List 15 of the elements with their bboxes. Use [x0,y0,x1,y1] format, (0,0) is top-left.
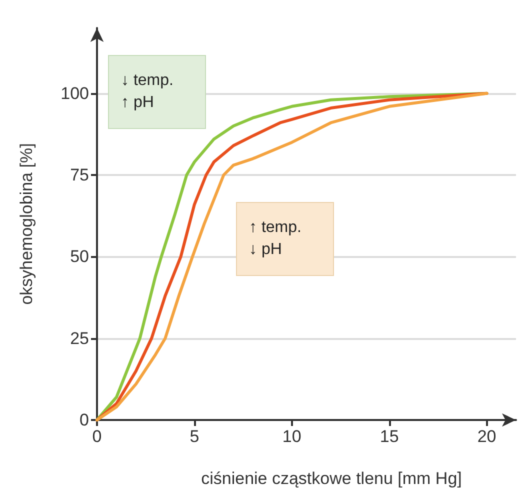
y-tick-label: 25 [70,328,89,348]
x-tick-label: 0 [92,427,102,446]
x-tick-label: 15 [380,427,399,446]
y-tick-label: 75 [70,166,89,184]
x-tick-label: 5 [190,427,200,446]
x-tick-label: 10 [282,427,302,446]
y-tick-label: 100 [60,84,89,103]
x-axis-title: ciśnienie cząstkowe tlenu [mm Hg] [201,469,462,488]
y-tick-label: 0 [80,410,89,430]
x-tick-label: 20 [477,427,496,446]
line-series [96,92,488,422]
y-axis-title: oksyhemoglobina [%] [17,143,36,305]
y-tick-label: 50 [70,247,89,266]
annotation: ↑ temp. ↓ pH [236,202,334,276]
annotation: ↓ temp. ↑ pH [108,55,206,129]
